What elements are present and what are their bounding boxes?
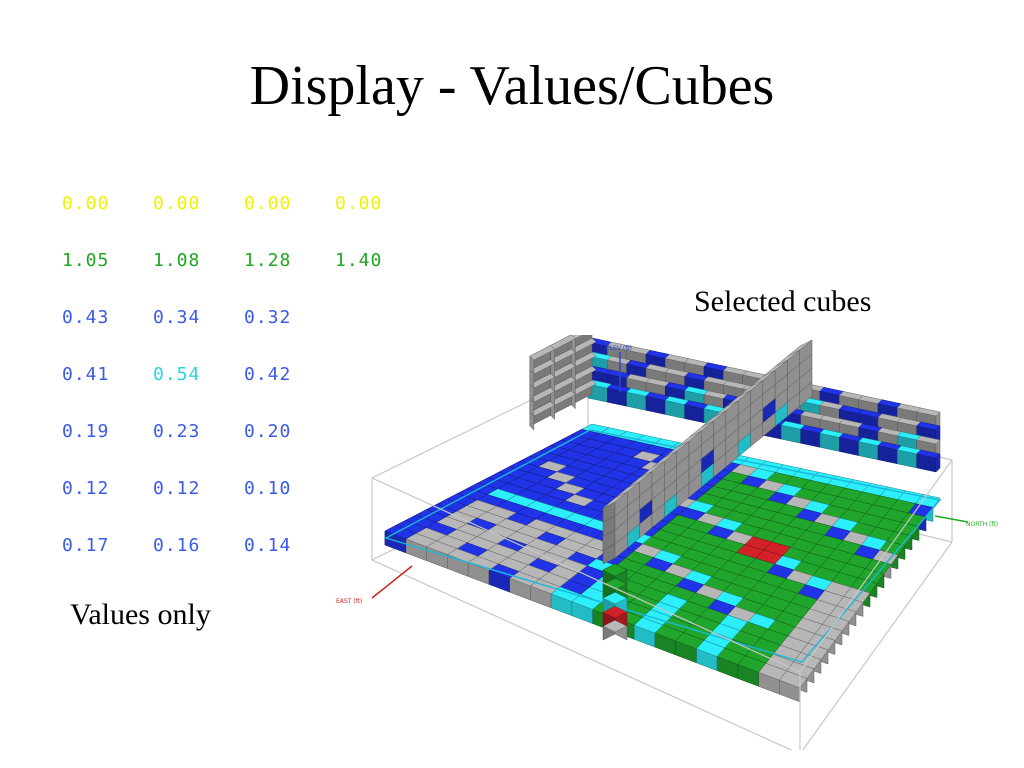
bounding-frame-front [371,459,953,750]
value-cell: 0.00 [153,193,201,214]
wall-cube [550,335,576,365]
value-cell: 1.08 [153,250,201,271]
selected-cubes-3d-view: ELEV (ft) EAST (ft) NORTH (ft) [336,335,998,750]
floor-cube [654,624,684,656]
value-cell: 0.00 [62,193,110,214]
wall-cube [570,337,597,368]
value-cell: 0.41 [62,364,110,385]
value-cell: 1.28 [244,250,292,271]
value-cell: 1.40 [335,250,383,271]
north-axis [934,515,969,523]
value-cell: 0.16 [153,535,201,556]
north-axis-label: NORTH (ft) [966,521,998,528]
value-cell: 0.12 [153,478,201,499]
cut-plane-outline [384,429,942,663]
wall-cube [529,358,556,389]
elevation-axis-label: ELEV (ft) [606,345,632,352]
value-cell: 0.12 [62,478,110,499]
east-axis [371,565,413,599]
value-cell: 0.14 [244,535,292,556]
slide-title: Display - Values/Cubes [249,55,775,117]
values-only-label: Values only [70,598,211,631]
value-cell: 0.54 [153,364,201,385]
selected-cubes-label: Selected cubes [694,285,872,318]
value-cell: 0.00 [335,193,383,214]
value-cell: 0.10 [244,478,292,499]
cut-plane-edge [384,429,942,663]
value-cell: 0.20 [244,421,292,442]
east-axis-label: EAST (ft) [336,598,362,605]
value-cell: 0.17 [62,535,110,556]
value-cell: 0.00 [244,193,292,214]
value-cell: 1.05 [62,250,110,271]
ridge-cube [602,491,628,523]
floor-cube [737,654,767,687]
value-cell: 0.43 [62,307,110,328]
center-ridge-cubes [602,339,813,641]
wall-cube [550,362,576,393]
value-cell: 0.34 [153,307,201,328]
value-cell: 0.42 [244,364,292,385]
wall-cube [916,449,941,473]
wall-cube [529,386,556,417]
floor-cube [405,532,438,562]
axes: ELEV (ft) EAST (ft) NORTH (ft) [336,345,998,605]
value-cell: 0.32 [244,307,292,328]
value-cell: 0.19 [62,421,110,442]
frame-bottom-front-edge [371,541,953,750]
value-cell: 0.23 [153,421,201,442]
wall-cube [529,344,556,375]
column-cube [602,563,628,585]
